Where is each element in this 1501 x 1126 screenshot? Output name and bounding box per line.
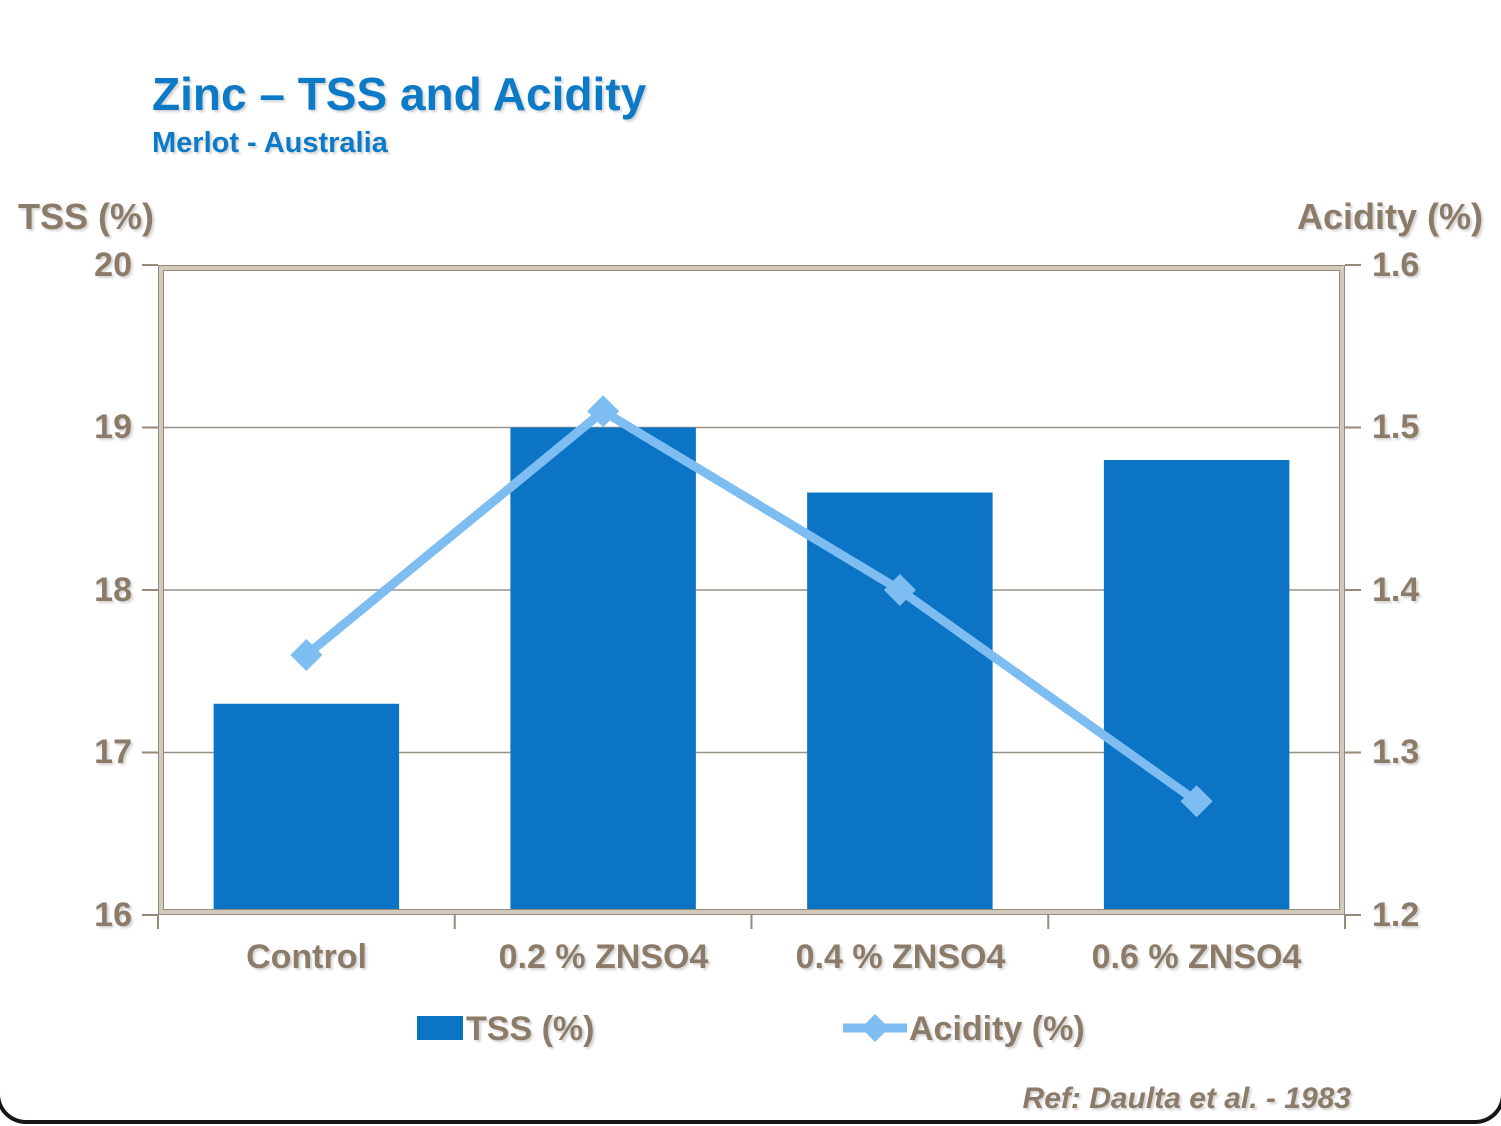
left-axis-title: TSS (%) bbox=[18, 196, 155, 237]
left-axis-tick-17: 17 bbox=[94, 733, 132, 771]
left-axis-tick-18: 18 bbox=[94, 571, 132, 609]
right-axis-tick-1-6: 1.6 bbox=[1372, 246, 1420, 284]
plot-area bbox=[142, 264, 1361, 929]
category-label-0-4: 0.4 % ZNSO4 bbox=[795, 938, 1006, 976]
reference-text: Ref: Daulta et al. - 1983 bbox=[1022, 1082, 1351, 1115]
slide-bottom-border bbox=[0, 1076, 1501, 1124]
category-label-0-2: 0.2 % ZNSO4 bbox=[498, 938, 709, 976]
right-axis-tick-1-5: 1.5 bbox=[1372, 408, 1420, 446]
right-axis-tick-1-4: 1.4 bbox=[1372, 571, 1420, 609]
left-axis-tick-16: 16 bbox=[94, 896, 132, 934]
chart-title: Zinc – TSS and Acidity bbox=[152, 68, 647, 120]
right-axis-tick-1-3: 1.3 bbox=[1372, 733, 1420, 771]
category-label-0-6: 0.6 % ZNSO4 bbox=[1091, 938, 1302, 976]
legend-acidity-swatch-icon bbox=[843, 1014, 907, 1042]
left-axis-tick-19: 19 bbox=[94, 408, 132, 446]
right-axis-tick-1-2: 1.2 bbox=[1372, 896, 1420, 934]
legend-tss-label: TSS (%) bbox=[466, 1010, 595, 1048]
left-axis-tick-20: 20 bbox=[94, 246, 132, 284]
legend-acidity-label: Acidity (%) bbox=[909, 1010, 1085, 1048]
category-label-control: Control bbox=[246, 938, 367, 976]
legend-tss-swatch-icon bbox=[417, 1016, 463, 1040]
chart-subtitle: Merlot - Australia bbox=[152, 127, 388, 159]
right-axis-title: Acidity (%) bbox=[1296, 196, 1483, 237]
